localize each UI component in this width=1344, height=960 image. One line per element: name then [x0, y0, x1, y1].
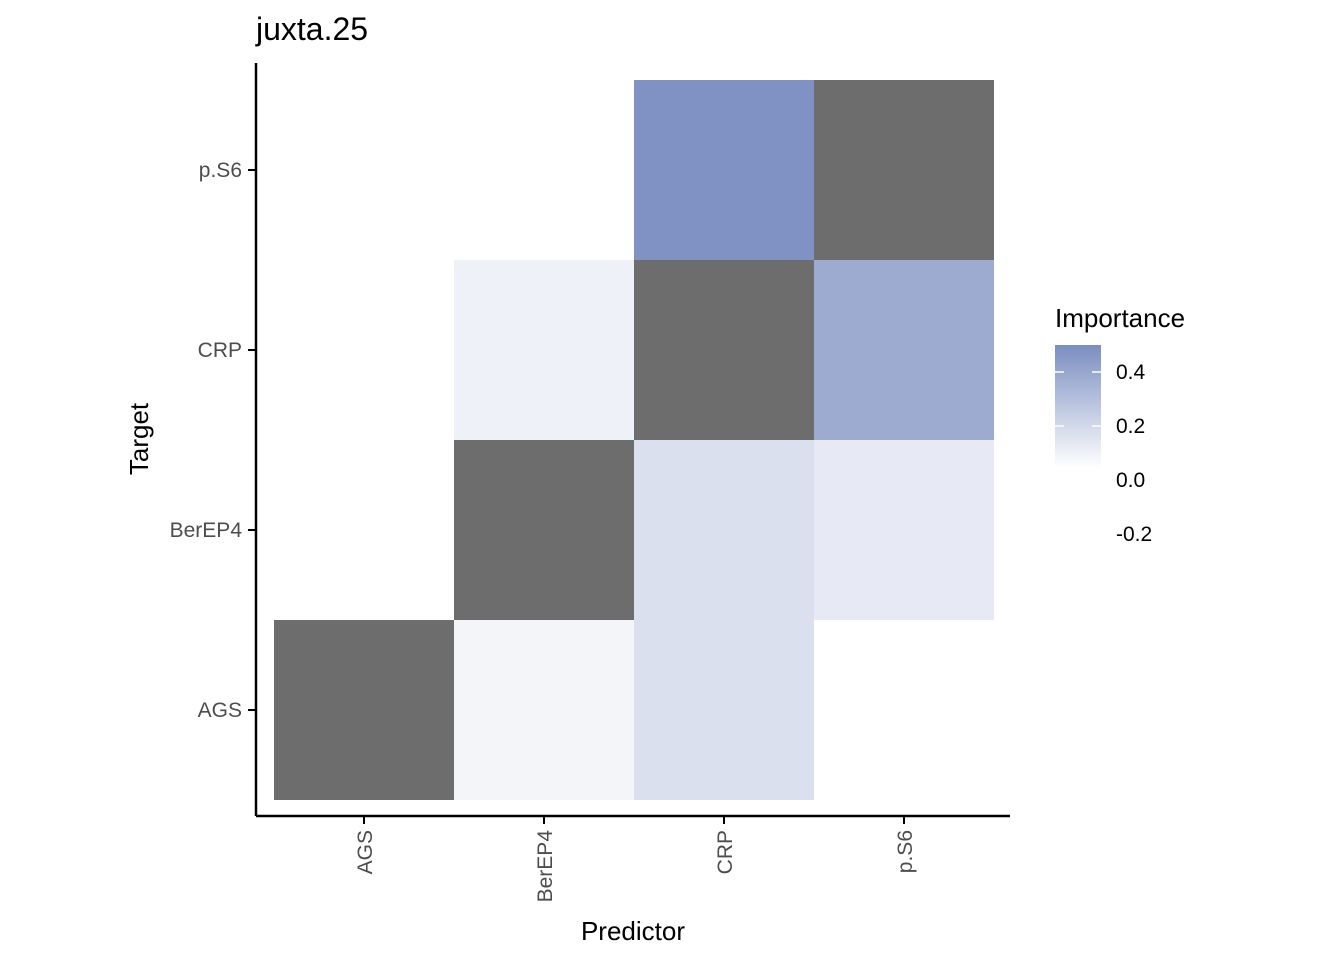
- x-axis-label: Predictor: [581, 916, 685, 946]
- legend-title: Importance: [1055, 303, 1185, 333]
- legend-colorbar: [1055, 345, 1101, 468]
- x-tick-label: CRP: [714, 830, 737, 874]
- heatmap-cell: [814, 440, 994, 620]
- y-tick-label: AGS: [198, 699, 242, 722]
- x-tick-label: p.S6: [894, 830, 917, 873]
- heatmap-cell: [634, 80, 814, 260]
- legend-tick-label: 0.2: [1116, 415, 1145, 438]
- heatmap-cell: [634, 260, 814, 440]
- legend-tick-label: 0.0: [1116, 469, 1145, 492]
- chart-title: juxta.25: [255, 11, 368, 47]
- y-tick-label: CRP: [198, 339, 242, 362]
- y-tick-label: p.S6: [199, 159, 242, 182]
- heatmap-cell: [454, 440, 634, 620]
- x-tick-label: BerEP4: [534, 830, 557, 903]
- legend-tick-label: -0.2: [1116, 523, 1152, 546]
- heatmap-cell: [814, 260, 994, 440]
- heatmap-cell: [454, 620, 634, 800]
- legend-tick-label: 0.4: [1116, 361, 1146, 384]
- heatmap-cell: [634, 620, 814, 800]
- x-tick-label: AGS: [354, 830, 377, 874]
- heatmap-cell: [274, 620, 454, 800]
- heatmap-cell: [814, 80, 994, 260]
- heatmap-cell: [454, 260, 634, 440]
- y-tick-label: BerEP4: [170, 519, 243, 542]
- y-axis-label: Target: [124, 402, 154, 475]
- heatmap-cell: [634, 440, 814, 620]
